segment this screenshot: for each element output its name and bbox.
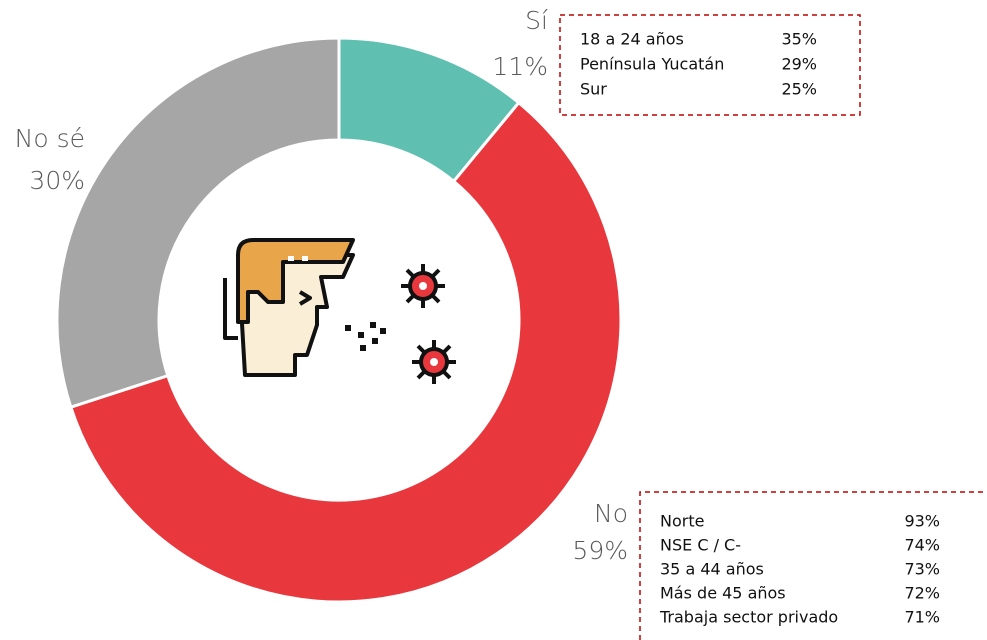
slice-label: No sé (15, 124, 85, 153)
annotation-label: Norte (660, 512, 704, 531)
annotation-label: Sur (580, 80, 607, 99)
slice-value-label: 59% (572, 536, 628, 565)
annotation-value: 74% (904, 536, 940, 555)
slice-label: Sí (525, 6, 548, 35)
annotation-label: Península Yucatán (580, 55, 724, 74)
annotation-value: 72% (904, 584, 940, 603)
annotation-label: 18 a 24 años (580, 30, 684, 49)
slice-value-label: 30% (29, 166, 85, 195)
annotation-label: NSE C / C- (660, 536, 741, 555)
icon (225, 240, 456, 384)
annotation-value: 71% (904, 608, 940, 627)
slice-label: No (594, 499, 628, 528)
annotation-label: Trabaja sector privado (659, 608, 838, 627)
annotation-value: 29% (781, 55, 817, 74)
slice-value-label: 11% (492, 52, 548, 81)
annotation-value: 35% (781, 30, 817, 49)
annotation-value: 73% (904, 560, 940, 579)
annotation-label: 35 a 44 años (660, 560, 764, 579)
chart: Sí 11% No 59% No sé 30% 18 a 24 años 35% Penínsu… (0, 0, 987, 640)
annotation-value: 25% (781, 80, 817, 99)
annotation-value: 93% (904, 512, 940, 531)
annotation-label: Más de 45 años (660, 584, 786, 603)
